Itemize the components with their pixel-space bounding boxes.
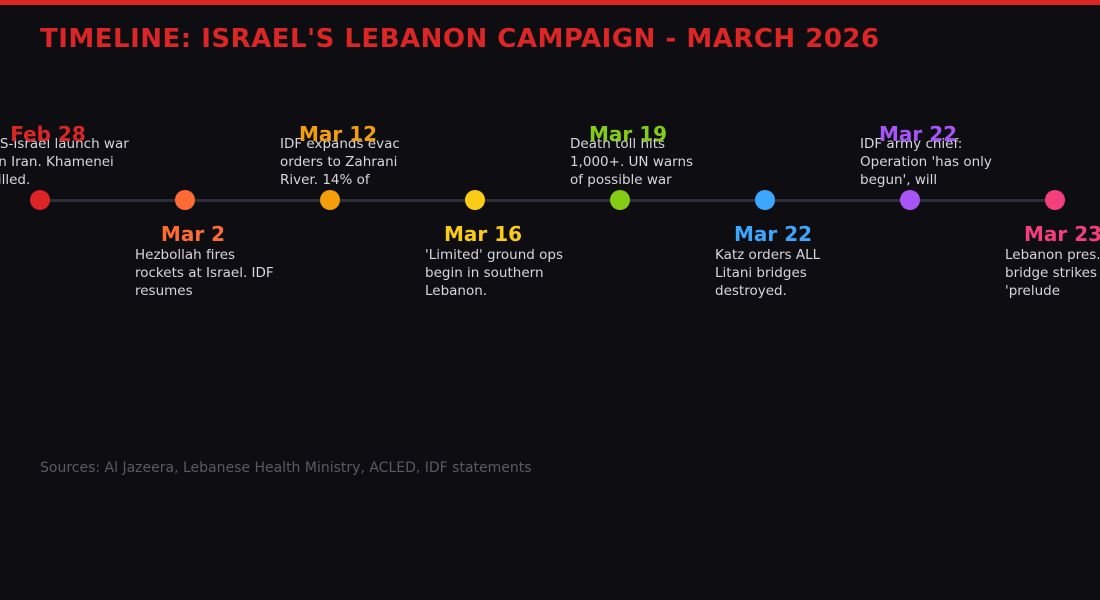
event-date: Mar 22: [733, 222, 813, 246]
event-description: Death toll hits 1,000+. UN warns of poss…: [570, 136, 694, 188]
timeline-dot: [465, 190, 485, 210]
event-description: Katz orders ALL Litani bridges destroyed…: [715, 247, 821, 299]
timeline-dot: [1045, 190, 1065, 210]
timeline-dot: [755, 190, 775, 210]
event-description: Hezbollah fires rockets at Israel. IDF r…: [135, 247, 274, 299]
page-title: TIMELINE: ISRAEL'S LEBANON CAMPAIGN - MA…: [40, 24, 880, 54]
event-date: Mar 19: [588, 122, 668, 146]
timeline-dot: [320, 190, 340, 210]
event-description: IDF expands evac orders to Zahrani River…: [280, 136, 400, 188]
event-date: Mar 12: [298, 122, 378, 146]
timeline-dot: [610, 190, 630, 210]
timeline-dot: [900, 190, 920, 210]
top-accent-bar: [0, 0, 1100, 5]
timeline-dot: [175, 190, 195, 210]
event-description: US-Israel launch war on Iran. Khamenei k…: [0, 136, 129, 188]
timeline-dot: [30, 190, 50, 210]
event-description: 'Limited' ground ops begin in southern L…: [425, 247, 563, 299]
event-date: Mar 23: [1023, 222, 1100, 246]
sources-note: Sources: Al Jazeera, Lebanese Health Min…: [40, 460, 532, 476]
timeline-axis: [40, 199, 1055, 202]
event-description: Lebanon pres. calls bridge strikes 'prel…: [1005, 247, 1100, 299]
event-date: Mar 2: [160, 222, 226, 246]
event-date: Mar 22: [878, 122, 958, 146]
event-date: Mar 16: [443, 222, 523, 246]
event-description: IDF army chief: Operation 'has only begu…: [860, 136, 992, 188]
event-date: Feb 28: [10, 122, 86, 146]
